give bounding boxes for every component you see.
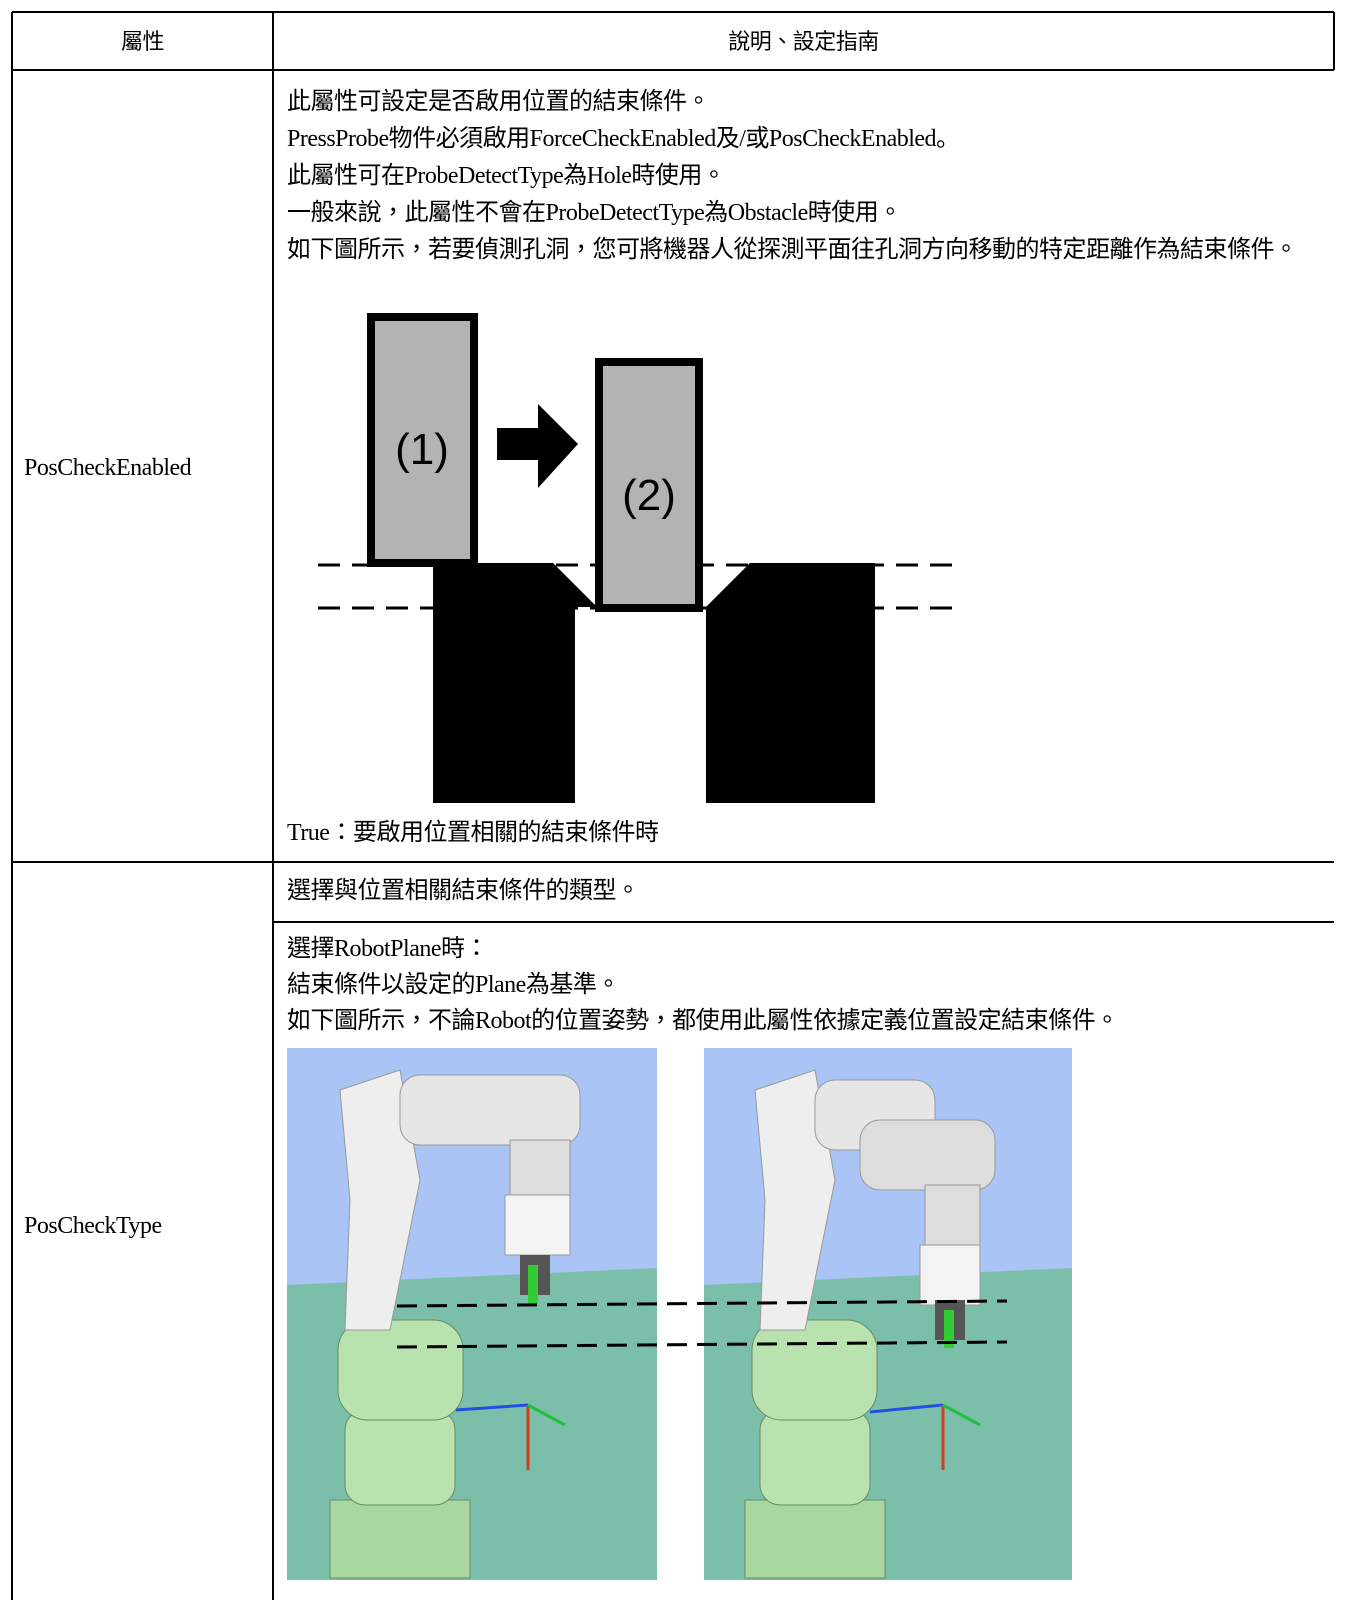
robot-image-right — [704, 1048, 1072, 1580]
description-line: 如下圖所示，若要偵測孔洞，您可將機器人從探測平面往孔洞方向移動的特定距離作為結束… — [287, 237, 1298, 263]
probe-diagram: (1) (2) — [318, 313, 952, 803]
robot-image-left — [287, 1048, 657, 1580]
note: True：要啟用位置相關的結束條件時 — [287, 820, 659, 846]
detail-line: 選擇RobotPlane時： — [287, 936, 489, 962]
property-name: PosCheckEnabled — [24, 455, 192, 481]
plane-lines — [396, 1299, 1008, 1349]
figure-label: (2) — [622, 471, 676, 520]
description-line: 一般來說，此屬性不會在ProbeDetectType為Obstacle時使用。 — [287, 200, 902, 226]
header-cell: 說明、設定指南 — [728, 30, 879, 55]
property-name: PosCheckType — [24, 1213, 162, 1239]
detail-line: 結束條件以設定的Plane為基準。 — [287, 972, 620, 998]
description-line: 此屬性可在ProbeDetectType為Hole時使用。 — [287, 163, 726, 189]
detail-line: 如下圖所示，不論Robot的位置姿勢，都使用此屬性依據定義位置設定結束條件。 — [287, 1008, 1119, 1034]
figure-label: (1) — [395, 425, 449, 474]
table-borders — [11, 11, 1335, 1600]
header-cell: 屬性 — [120, 30, 165, 55]
summary: 選擇與位置相關結束條件的類型。 — [287, 878, 640, 904]
description-line: 此屬性可設定是否啟用位置的結束條件。 — [287, 89, 711, 115]
description-line: PressProbe物件必須啟用ForceCheckEnabled及/或PosC… — [287, 126, 960, 152]
